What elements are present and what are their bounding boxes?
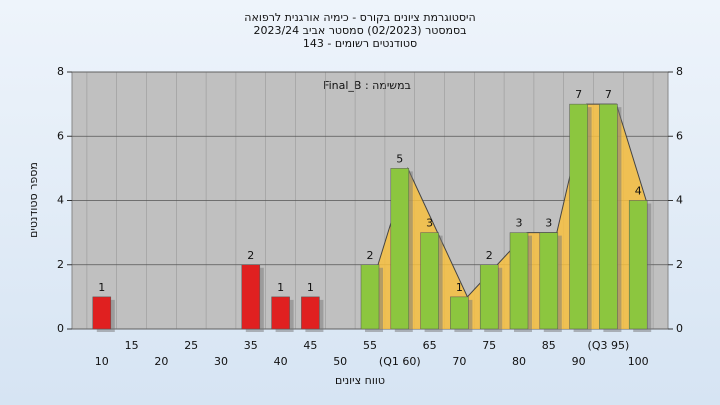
x-tick-label: 80 [512, 355, 526, 368]
chart-subtitle: סטודנטים רשומים - 143 [303, 37, 417, 50]
bar [599, 103, 618, 330]
value-label: 3 [516, 217, 523, 230]
x-tick-label: (Q1 60) [379, 355, 421, 368]
x-tick-label: 90 [572, 355, 586, 368]
annotation: במשימה : Final_B [323, 79, 411, 92]
x-tick-label: 65 [423, 339, 437, 352]
value-label: 7 [605, 88, 612, 101]
chart-title: היסטוגרמת ציונים בקורס - כימיה אורגנית ל… [244, 11, 475, 24]
value-label: 2 [367, 249, 374, 262]
value-label: 1 [98, 281, 105, 294]
y-tick-label: 6 [57, 129, 64, 142]
value-label: 1 [277, 281, 284, 294]
x-tick-label: 20 [154, 355, 168, 368]
bar [509, 232, 529, 330]
value-label: 1 [307, 281, 314, 294]
bar [390, 168, 410, 330]
y-tick-label: 2 [57, 258, 64, 271]
x-tick-label: 50 [333, 355, 347, 368]
y-tick-label: 0 [57, 322, 64, 335]
bar [628, 200, 648, 330]
bar [360, 264, 380, 330]
value-label: 2 [247, 249, 254, 262]
x-tick-label: 25 [184, 339, 198, 352]
chart-subtitle: בסמסטר (02/2023) סמסטר אביב 2023/24 [253, 24, 466, 37]
value-label: 3 [545, 217, 552, 230]
x-tick-label: (Q3 95) [588, 339, 630, 352]
bar [479, 264, 499, 330]
x-tick-label: 35 [244, 339, 258, 352]
value-label: 2 [486, 249, 493, 262]
bar [301, 296, 320, 330]
y2-tick-label: 6 [676, 129, 683, 142]
bar [271, 296, 290, 330]
y-tick-label: 4 [57, 194, 64, 207]
value-label: 1 [456, 281, 463, 294]
y2-tick-label: 8 [676, 65, 683, 78]
value-label: 4 [635, 185, 642, 198]
x-tick-label: 55 [363, 339, 377, 352]
bar [92, 296, 112, 330]
x-tick-label: 15 [125, 339, 139, 352]
bar [420, 232, 439, 330]
x-tick-label: 30 [214, 355, 228, 368]
bar [569, 103, 588, 330]
y2-tick-label: 2 [676, 258, 683, 271]
x-tick-label: 100 [628, 355, 649, 368]
x-tick-label: 70 [452, 355, 466, 368]
value-label: 7 [575, 88, 582, 101]
y-axis-label: מספר סטודנטים [27, 162, 40, 238]
x-tick-label: 40 [274, 355, 288, 368]
x-tick-label: 10 [95, 355, 109, 368]
y2-tick-label: 0 [676, 322, 683, 335]
x-axis-label: טווח ציונים [335, 374, 385, 387]
bar [539, 232, 559, 330]
bar [450, 296, 469, 330]
bar [241, 264, 261, 330]
x-tick-label: 45 [303, 339, 317, 352]
value-label: 5 [396, 152, 403, 165]
y2-tick-label: 4 [676, 194, 683, 207]
y-tick-label: 8 [57, 65, 64, 78]
x-tick-label: 75 [482, 339, 496, 352]
x-tick-label: 85 [542, 339, 556, 352]
value-label: 3 [426, 217, 433, 230]
